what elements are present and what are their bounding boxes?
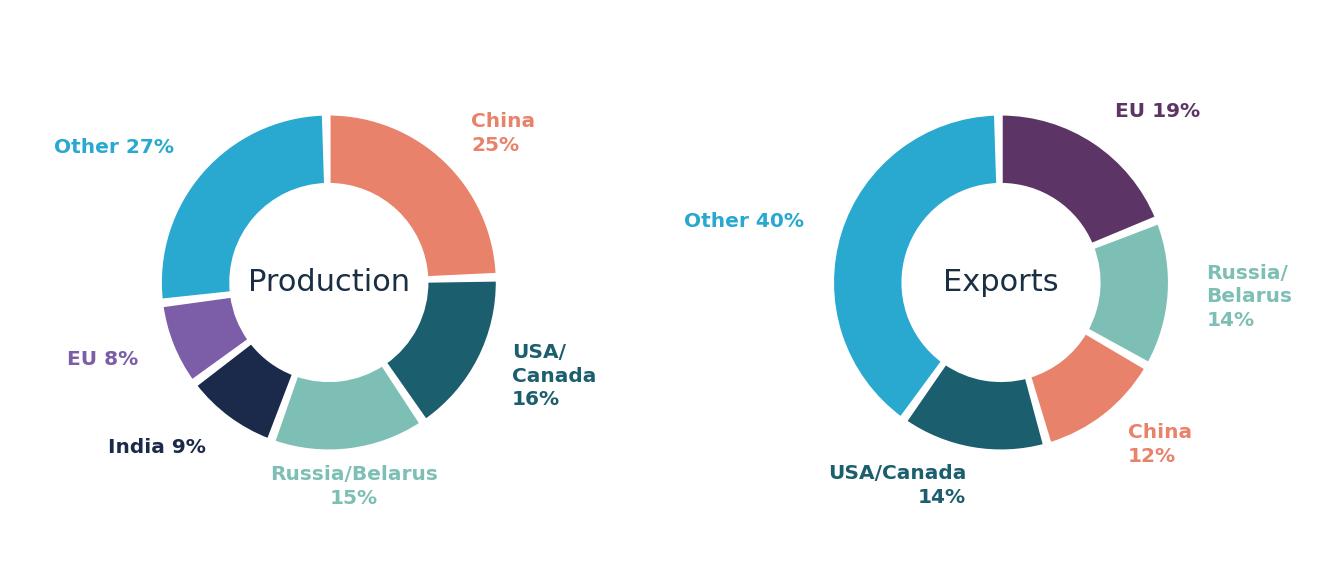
Wedge shape <box>162 296 250 381</box>
Text: Other 27%: Other 27% <box>53 138 174 157</box>
Wedge shape <box>274 364 422 451</box>
Text: India 9%: India 9% <box>108 438 206 457</box>
Wedge shape <box>160 114 326 301</box>
Text: Other 40%: Other 40% <box>685 212 805 231</box>
Wedge shape <box>195 342 294 440</box>
Wedge shape <box>832 114 999 418</box>
Wedge shape <box>1001 114 1156 245</box>
Wedge shape <box>905 363 1045 451</box>
Text: Production: Production <box>248 268 410 297</box>
Text: EU 19%: EU 19% <box>1115 102 1200 121</box>
Text: EU 8%: EU 8% <box>67 350 138 368</box>
Wedge shape <box>384 280 498 420</box>
Text: USA/
Canada
16%: USA/ Canada 16% <box>513 343 597 409</box>
Wedge shape <box>1087 223 1169 364</box>
Text: Russia/
Belarus
14%: Russia/ Belarus 14% <box>1207 264 1292 330</box>
Text: USA/Canada
14%: USA/Canada 14% <box>828 464 967 507</box>
Text: Russia/Belarus
15%: Russia/Belarus 15% <box>270 466 438 508</box>
Wedge shape <box>328 114 498 278</box>
Text: Exports: Exports <box>944 268 1059 297</box>
Text: China
25%: China 25% <box>471 112 535 155</box>
Wedge shape <box>1029 332 1147 444</box>
Text: China
12%: China 12% <box>1128 423 1192 466</box>
